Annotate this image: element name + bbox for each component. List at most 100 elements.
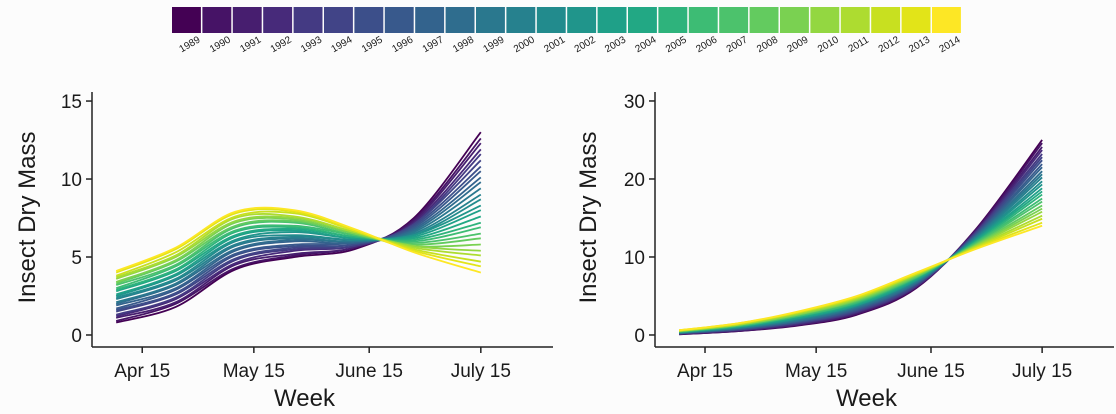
- x-tick-label: July 15: [1012, 361, 1072, 382]
- legend-label: 2004: [634, 34, 659, 55]
- y-tick-label: 5: [71, 248, 82, 269]
- series-line: [115, 193, 482, 300]
- y-axis-title: Insect Dry Mass: [575, 131, 602, 303]
- y-tick-label: 20: [624, 170, 645, 191]
- series-line: [115, 221, 482, 291]
- legend-swatch: [658, 7, 688, 33]
- legend-label: 2014: [938, 34, 963, 55]
- x-tick-label: June 15: [897, 361, 965, 382]
- x-tick-label: May 15: [785, 361, 847, 382]
- legend-label: 1992: [269, 34, 294, 55]
- y-tick-label: 30: [624, 92, 645, 113]
- legend-swatch: [628, 7, 657, 33]
- series-line: [115, 176, 482, 307]
- legend: 1989 1990 1991 1992 1993 1994 1995 1996 1997 1998…: [172, 7, 963, 55]
- x-tick-label: May 15: [223, 361, 285, 382]
- legend-label: 1996: [390, 34, 415, 55]
- legend-label: 1994: [330, 34, 355, 55]
- legend-label: 1989: [178, 34, 203, 55]
- y-tick-label: 15: [61, 92, 82, 113]
- legend-label: 1998: [451, 34, 476, 55]
- x-tick-label: June 15: [335, 361, 403, 382]
- legend-swatch: [232, 7, 262, 33]
- legend-swatch: [567, 7, 597, 33]
- x-axis-title: Week: [274, 385, 336, 412]
- legend-label: 2005: [664, 34, 689, 55]
- legend-label: 1999: [482, 34, 507, 55]
- series-line: [115, 181, 482, 305]
- series-line: [115, 213, 481, 279]
- series-line: [115, 170, 482, 310]
- legend-label: 2007: [725, 34, 750, 55]
- legend-swatch: [810, 7, 840, 33]
- legend-swatch: [780, 7, 809, 33]
- legend-swatch: [688, 7, 718, 33]
- series-line: [115, 209, 482, 296]
- legend-label: 2008: [755, 34, 780, 55]
- legend-label: 1997: [421, 34, 446, 55]
- series-line: [115, 210, 481, 277]
- y-axis-title: Insect Dry Mass: [14, 131, 41, 303]
- series-line: [115, 137, 482, 322]
- legend-label: 2010: [816, 34, 841, 55]
- series-line: [115, 142, 482, 319]
- legend-swatch: [719, 7, 749, 33]
- legend-swatch: [445, 7, 475, 33]
- legend-swatch: [263, 7, 293, 33]
- legend-label: 2009: [786, 34, 811, 55]
- legend-swatch: [415, 7, 445, 33]
- legend-swatch: [293, 7, 323, 33]
- legend-label: 1993: [299, 34, 324, 55]
- panel: 0 10 20 30 Apr 15 May 15 June 15 July 15 Week Ins…: [575, 92, 1114, 412]
- legend-swatch: [506, 7, 536, 33]
- legend-swatch: [384, 7, 414, 33]
- legend-label: 2000: [512, 34, 537, 55]
- series-line: [115, 215, 482, 293]
- legend-swatch: [871, 7, 901, 33]
- series-line: [115, 131, 482, 324]
- legend-label: 1990: [208, 34, 233, 55]
- y-tick-label: 10: [624, 248, 645, 269]
- legend-swatch: [901, 7, 931, 33]
- legend-label: 2011: [847, 34, 872, 54]
- series-line: [678, 224, 1043, 332]
- legend-swatch: [324, 7, 353, 33]
- legend-swatch: [536, 7, 566, 33]
- legend-swatch: [476, 7, 505, 33]
- series-line: [679, 166, 1043, 334]
- series-line: [115, 187, 482, 304]
- legend-label: 2012: [877, 34, 902, 55]
- legend-swatch: [932, 7, 961, 33]
- legend-label: 2001: [542, 34, 567, 55]
- legend-swatch: [840, 7, 870, 33]
- x-tick-label: Apr 15: [677, 361, 733, 382]
- y-tick-label: 0: [634, 326, 645, 347]
- series-line: [115, 208, 482, 274]
- x-tick-label: Apr 15: [114, 361, 170, 382]
- series-line: [115, 215, 481, 280]
- legend-label: 2013: [907, 34, 932, 55]
- legend-label: 1995: [360, 34, 385, 55]
- series-line: [115, 159, 482, 313]
- legend-swatch: [172, 7, 201, 33]
- x-tick-label: July 15: [451, 361, 511, 382]
- series-line: [115, 224, 482, 290]
- legend-label: 2002: [573, 34, 598, 55]
- legend-label: 2003: [603, 34, 628, 55]
- legend-label: 2006: [694, 34, 719, 55]
- panel: 0 5 10 15 Apr 15 May 15 June 15 July 15 Week Inse…: [14, 92, 553, 412]
- legend-swatch: [202, 7, 232, 33]
- legend-swatch: [749, 7, 779, 33]
- y-tick-label: 0: [71, 326, 82, 347]
- series-line: [115, 206, 482, 274]
- legend-label: 1991: [238, 34, 263, 55]
- legend-swatch: [597, 7, 627, 33]
- series-line: [115, 204, 482, 297]
- y-tick-label: 10: [61, 170, 82, 191]
- series-line: [115, 165, 482, 311]
- x-axis-title: Week: [836, 385, 898, 412]
- series-line: [115, 148, 482, 318]
- legend-swatch: [354, 7, 384, 33]
- series-line: [115, 219, 481, 285]
